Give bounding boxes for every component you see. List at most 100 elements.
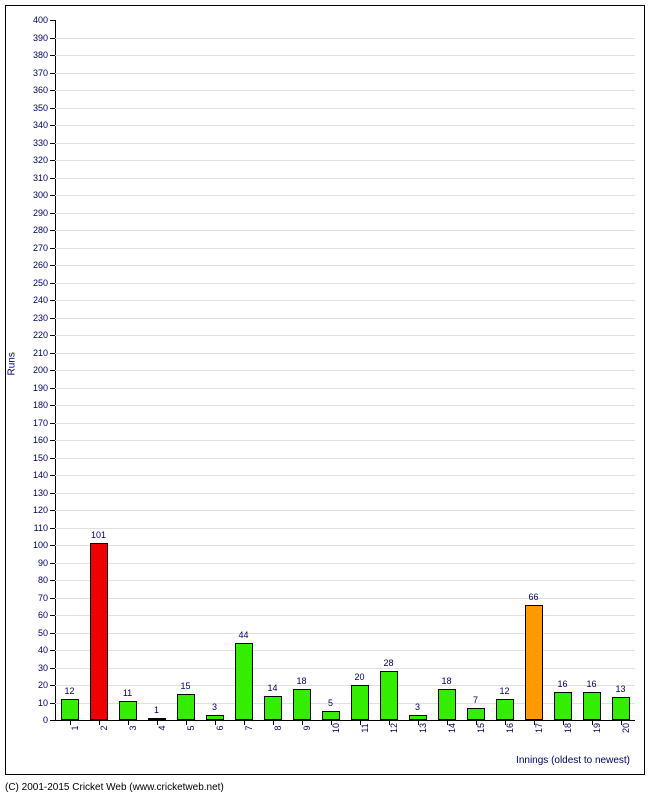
- y-tick-label: 250: [33, 278, 48, 288]
- x-tick-label: 13: [418, 723, 428, 733]
- grid-line: [55, 248, 635, 249]
- bar: [264, 696, 282, 721]
- x-tick-label: 20: [621, 723, 631, 733]
- y-tick: [50, 195, 55, 196]
- y-tick: [50, 528, 55, 529]
- y-tick-label: 160: [33, 435, 48, 445]
- bar: [61, 699, 79, 720]
- y-tick: [50, 703, 55, 704]
- y-tick: [50, 475, 55, 476]
- bar: [496, 699, 514, 720]
- bar-value-label: 3: [415, 702, 420, 712]
- y-tick: [50, 38, 55, 39]
- y-tick-label: 40: [38, 645, 48, 655]
- bar-value-label: 18: [441, 676, 451, 686]
- grid-line: [55, 510, 635, 511]
- bar: [554, 692, 572, 720]
- y-tick: [50, 335, 55, 336]
- grid-line: [55, 405, 635, 406]
- grid-line: [55, 300, 635, 301]
- bar: [612, 697, 630, 720]
- bar-value-label: 20: [354, 672, 364, 682]
- y-tick-label: 310: [33, 173, 48, 183]
- y-tick: [50, 318, 55, 319]
- bar-value-label: 12: [499, 686, 509, 696]
- x-tick-label: 1: [70, 725, 80, 730]
- grid-line: [55, 335, 635, 336]
- bar: [351, 685, 369, 720]
- y-tick-label: 150: [33, 453, 48, 463]
- bar-value-label: 66: [528, 592, 538, 602]
- y-tick-label: 0: [43, 715, 48, 725]
- grid-line: [55, 493, 635, 494]
- x-tick-label: 16: [505, 723, 515, 733]
- bar-value-label: 1: [154, 705, 159, 715]
- grid-line: [55, 528, 635, 529]
- x-tick-label: 14: [447, 723, 457, 733]
- grid-line: [55, 143, 635, 144]
- grid-line: [55, 458, 635, 459]
- y-tick-label: 140: [33, 470, 48, 480]
- y-tick: [50, 650, 55, 651]
- x-tick-label: 4: [157, 725, 167, 730]
- y-tick: [50, 20, 55, 21]
- x-axis-line: [55, 720, 635, 721]
- y-tick: [50, 230, 55, 231]
- grid-line: [55, 633, 635, 634]
- y-tick-label: 230: [33, 313, 48, 323]
- bar-value-label: 11: [123, 688, 132, 698]
- y-tick: [50, 405, 55, 406]
- grid-line: [55, 265, 635, 266]
- grid-line: [55, 650, 635, 651]
- y-tick-label: 260: [33, 260, 48, 270]
- bar-value-label: 28: [383, 658, 393, 668]
- y-tick-label: 370: [33, 68, 48, 78]
- y-tick: [50, 633, 55, 634]
- y-tick: [50, 300, 55, 301]
- x-tick: [215, 720, 216, 725]
- y-tick-label: 340: [33, 120, 48, 130]
- y-tick-label: 220: [33, 330, 48, 340]
- bar: [235, 643, 253, 720]
- x-tick-label: 18: [563, 723, 573, 733]
- y-tick-label: 190: [33, 383, 48, 393]
- y-tick-label: 60: [38, 610, 48, 620]
- bar: [177, 694, 195, 720]
- x-tick: [99, 720, 100, 725]
- bar-value-label: 44: [238, 630, 248, 640]
- x-tick-label: 10: [331, 723, 341, 733]
- y-tick: [50, 720, 55, 721]
- grid-line: [55, 318, 635, 319]
- bar: [583, 692, 601, 720]
- grid-line: [55, 213, 635, 214]
- grid-line: [55, 545, 635, 546]
- x-tick: [186, 720, 187, 725]
- y-tick-label: 380: [33, 50, 48, 60]
- x-tick-label: 5: [186, 725, 196, 730]
- y-tick: [50, 423, 55, 424]
- y-tick: [50, 178, 55, 179]
- y-tick: [50, 73, 55, 74]
- x-tick-label: 7: [244, 725, 254, 730]
- y-tick: [50, 493, 55, 494]
- x-axis-title: Innings (oldest to newest): [516, 755, 630, 766]
- x-tick-label: 8: [273, 725, 283, 730]
- x-tick-label: 19: [592, 723, 602, 733]
- bar-value-label: 14: [267, 683, 277, 693]
- y-tick: [50, 388, 55, 389]
- grid-line: [55, 125, 635, 126]
- y-tick: [50, 580, 55, 581]
- y-tick-label: 30: [38, 663, 48, 673]
- y-tick: [50, 125, 55, 126]
- y-tick: [50, 458, 55, 459]
- y-tick: [50, 685, 55, 686]
- grid-line: [55, 703, 635, 704]
- grid-line: [55, 90, 635, 91]
- bar: [525, 605, 543, 721]
- x-tick-label: 12: [389, 723, 399, 733]
- grid-line: [55, 598, 635, 599]
- bar-value-label: 3: [212, 702, 217, 712]
- bar: [119, 701, 137, 720]
- y-tick-label: 300: [33, 190, 48, 200]
- y-tick-label: 270: [33, 243, 48, 253]
